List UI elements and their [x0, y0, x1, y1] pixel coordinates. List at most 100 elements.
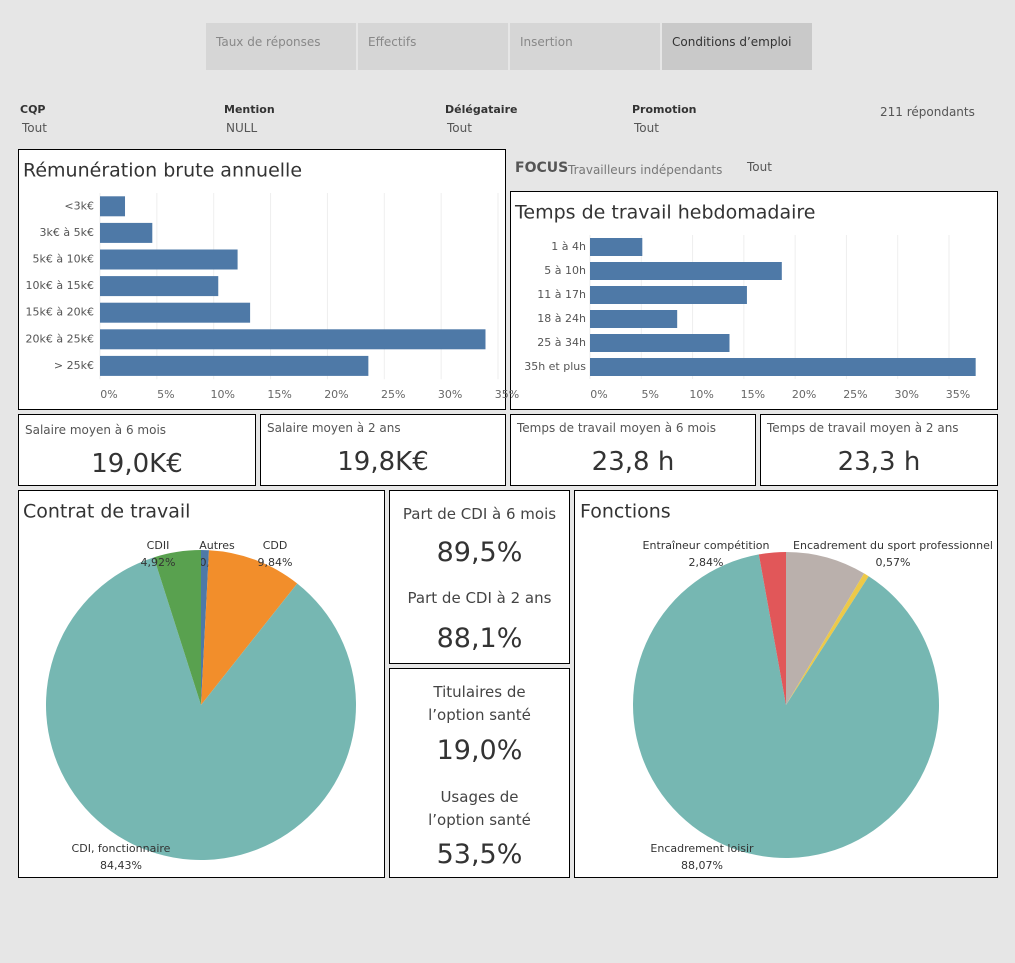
- chart-title: Temps de travail hebdomadaire: [514, 202, 815, 224]
- bar: [100, 249, 238, 270]
- filter-value[interactable]: Tout: [22, 121, 47, 135]
- x-tick-label: 10%: [210, 388, 234, 401]
- y-tick-label: 18 à 24h: [537, 312, 586, 325]
- box-label: Part de CDI à 2 ans: [407, 589, 552, 607]
- y-tick-label: 5k€ à 10k€: [33, 253, 94, 266]
- x-tick-label: 30%: [438, 388, 462, 401]
- bar: [100, 302, 251, 323]
- kpi-label: Salaire moyen à 2 ans: [267, 421, 401, 435]
- x-tick-label: 30%: [894, 388, 918, 401]
- tab[interactable]: Taux de réponses: [206, 23, 356, 70]
- slice-value: 88,07%: [681, 859, 723, 872]
- filter-value[interactable]: Tout: [447, 121, 472, 135]
- slice-value: 84,43%: [100, 859, 142, 872]
- x-tick-label: 0%: [590, 388, 607, 401]
- bar: [590, 262, 782, 280]
- slice-label: CDII: [147, 539, 170, 552]
- y-tick-label: 20k€ à 25k€: [26, 332, 94, 345]
- x-tick-label: 5%: [642, 388, 659, 401]
- box-value: 89,5%: [436, 537, 523, 568]
- x-tick-label: 10%: [689, 388, 713, 401]
- focus-value[interactable]: Tout: [747, 160, 772, 174]
- slice-label: Encadrement loisir: [650, 842, 754, 855]
- filter-label: Délégataire: [445, 103, 518, 116]
- pie-slice: [45, 557, 357, 861]
- slice-value: 2,84%: [689, 556, 724, 569]
- kpi-label: Temps de travail moyen à 2 ans: [767, 421, 959, 435]
- tab[interactable]: Conditions d’emploi: [662, 23, 812, 70]
- focus-sub: Travailleurs indépendants: [568, 163, 723, 177]
- slice-label: Encadrement du sport professionnel: [793, 539, 993, 552]
- x-tick-label: 15%: [267, 388, 291, 401]
- sante-box: Titulaires de l’option santé 19,0% Usage…: [389, 668, 570, 878]
- kpi: Temps de travail moyen à 6 mois 23,8 h: [510, 414, 756, 486]
- y-tick-label: 35h et plus: [524, 360, 586, 373]
- cdi-box: Part de CDI à 6 mois 89,5% Part de CDI à…: [389, 490, 570, 664]
- pie-slice: [632, 554, 939, 859]
- chart-title: Fonctions: [580, 501, 671, 523]
- kpi: Temps de travail moyen à 2 ans 23,3 h: [760, 414, 998, 486]
- filter-value[interactable]: NULL: [226, 121, 258, 135]
- y-tick-label: <3k€: [64, 199, 94, 212]
- pie-slice: [201, 550, 209, 705]
- respondents: 211 répondants: [880, 105, 975, 119]
- y-tick-label: 5 à 10h: [544, 264, 586, 277]
- slice-value: 4,92%: [141, 556, 176, 569]
- pie-slice: [786, 552, 865, 705]
- x-tick-label: 25%: [381, 388, 405, 401]
- bar: [590, 286, 747, 304]
- filter-label: Promotion: [632, 103, 697, 116]
- pie-slice: [786, 573, 869, 705]
- tab[interactable]: Insertion: [510, 23, 660, 70]
- box-value: 88,1%: [436, 623, 523, 654]
- x-tick-label: 20%: [324, 388, 348, 401]
- y-tick-label: 3k€ à 5k€: [40, 226, 94, 239]
- kpi-value: 23,3 h: [837, 447, 921, 477]
- chart-title: Rémunération brute annuelle: [23, 160, 302, 182]
- x-tick-label: 0%: [100, 388, 117, 401]
- pie-slice: [758, 552, 786, 705]
- slice-label: CDI, fonctionnaire: [72, 842, 171, 855]
- x-tick-label: 25%: [843, 388, 867, 401]
- y-tick-label: 10k€ à 15k€: [26, 279, 94, 292]
- slice-value: 0,57%: [876, 556, 911, 569]
- kpi-value: 23,8 h: [591, 447, 675, 477]
- box-label: Part de CDI à 6 mois: [402, 505, 557, 523]
- bar: [590, 310, 678, 328]
- x-tick-label: 35%: [495, 388, 519, 401]
- bar: [100, 276, 219, 297]
- filter-label: CQP: [20, 103, 46, 116]
- y-tick-label: 25 à 34h: [537, 336, 586, 349]
- bar: [100, 329, 486, 350]
- filter-value[interactable]: Tout: [634, 121, 659, 135]
- filter-label: Mention: [224, 103, 275, 116]
- x-tick-label: 20%: [792, 388, 816, 401]
- slice-label: CDD: [263, 539, 288, 552]
- pie-slice: [153, 550, 201, 705]
- x-tick-label: 15%: [741, 388, 765, 401]
- kpi-label: Temps de travail moyen à 6 mois: [517, 421, 716, 435]
- bar: [590, 358, 976, 376]
- chart-title: Contrat de travail: [23, 501, 190, 523]
- bar: [590, 334, 730, 352]
- y-tick-label: 15k€ à 20k€: [26, 306, 94, 319]
- kpi-value: 19,8K€: [337, 447, 429, 477]
- y-tick-label: > 25k€: [54, 359, 94, 372]
- bar: [100, 222, 153, 243]
- pie-slice: [201, 550, 298, 705]
- bar: [100, 355, 369, 376]
- kpi-label: Salaire moyen à 6 mois: [25, 423, 167, 437]
- bar: [100, 196, 126, 217]
- kpi: Salaire moyen à 2 ans 19,8K€: [260, 414, 506, 486]
- box-value: 53,5%: [436, 839, 523, 870]
- tab[interactable]: Effectifs: [358, 23, 508, 70]
- y-tick-label: 1 à 4h: [551, 240, 586, 253]
- box-label: Usages de l’option santé: [428, 788, 531, 829]
- x-tick-label: 5%: [157, 388, 174, 401]
- slice-value: 9,84%: [258, 556, 293, 569]
- box-value: 19,0%: [436, 735, 523, 766]
- x-tick-label: 35%: [946, 388, 970, 401]
- bar: [590, 238, 643, 256]
